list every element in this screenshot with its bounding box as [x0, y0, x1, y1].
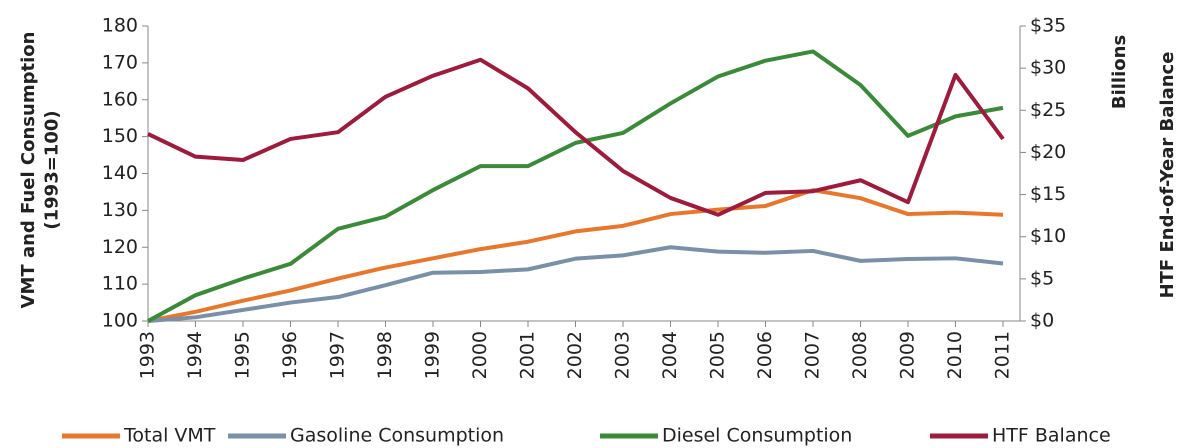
x-tick-label: 2009 — [897, 331, 919, 379]
y2-tick-label: $10 — [1030, 225, 1066, 247]
y-axis-title-line: VMT and Fuel Consumption — [18, 32, 39, 309]
y-tick-label: 160 — [102, 88, 138, 110]
x-tick-label: 1998 — [374, 331, 396, 379]
x-tick-label: 2005 — [707, 331, 729, 379]
y-tick-label: 140 — [102, 162, 138, 184]
y2-tick-label: $20 — [1030, 141, 1066, 163]
x-tick-label: 1997 — [327, 331, 349, 379]
legend-label: Total VMT — [123, 425, 216, 447]
series-line — [147, 245, 1004, 323]
legend-label: Diesel Consumption — [662, 425, 852, 447]
x-tick-label: 2001 — [517, 331, 539, 379]
y2-axis-unit: Billions — [1109, 35, 1130, 109]
y-tick-label: 170 — [102, 51, 138, 73]
y-tick-label: 180 — [102, 15, 138, 37]
x-tick-label: 1996 — [279, 331, 301, 379]
x-tick-label: 2004 — [659, 331, 681, 379]
x-tick-label: 1995 — [232, 331, 254, 379]
legend-label: Gasoline Consumption — [290, 425, 504, 447]
x-tick-label: 2008 — [849, 331, 871, 379]
y2-tick-label: $25 — [1030, 99, 1066, 121]
series-line — [147, 49, 1004, 323]
y-axis-title: VMT and Fuel Consumption (1993=100) — [18, 32, 62, 309]
y2-tick-label: $0 — [1030, 310, 1054, 332]
y-tick-label: 120 — [102, 236, 138, 258]
x-tick-label: 1999 — [422, 331, 444, 379]
y2-tick-label: $30 — [1030, 57, 1066, 79]
y-tick-label: 100 — [102, 310, 138, 332]
x-tick-label: 2003 — [612, 331, 634, 379]
y2-tick-label: $15 — [1030, 183, 1066, 205]
y-tick-label: 110 — [102, 273, 138, 295]
y2-axis-title: HTF End-of-Year Balance — [1157, 52, 1178, 299]
x-tick-label: 2006 — [754, 331, 776, 379]
y-tick-label: 130 — [102, 199, 138, 221]
x-tick-label: 1994 — [184, 331, 206, 379]
series-line — [147, 188, 1004, 323]
x-tick-label: 2002 — [564, 331, 586, 379]
legend-label: HTF Balance — [992, 425, 1111, 447]
y2-tick-label: $35 — [1030, 15, 1066, 37]
x-tick-label: 2000 — [469, 331, 491, 379]
y2-tick-label: $5 — [1030, 267, 1054, 289]
x-tick-label: 2011 — [992, 331, 1014, 379]
y-tick-label: 150 — [102, 125, 138, 147]
x-tick-label: 1993 — [137, 331, 159, 379]
x-tick-label: 2007 — [802, 331, 824, 379]
y-axis-title-line: (1993=100) — [42, 110, 63, 229]
x-tick-label: 2010 — [944, 331, 966, 379]
series-line — [147, 57, 1005, 217]
